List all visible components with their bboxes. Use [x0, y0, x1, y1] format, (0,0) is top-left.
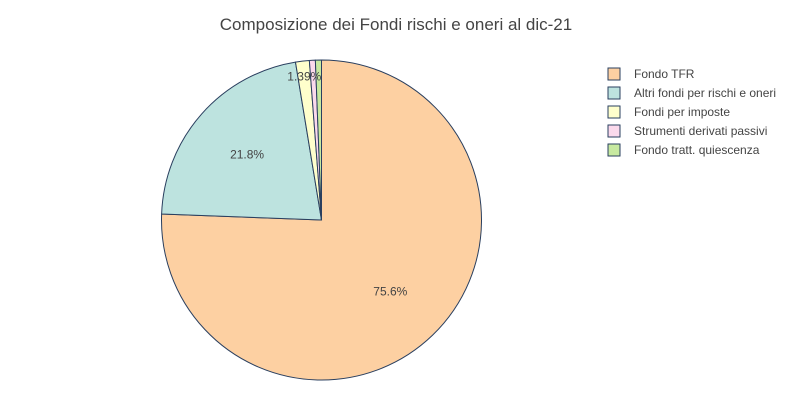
legend-label: Fondo tratt. quiescenza: [634, 143, 760, 157]
legend-label: Fondo TFR: [634, 67, 695, 81]
pie-slice-fondo-tratt-quiescenza[interactable]: [314, 59, 322, 221]
legend-label: Altri fondi per rischi e oneri: [634, 86, 776, 100]
legend-item-fondo-tfr[interactable]: Fondo TFR: [607, 67, 695, 81]
legend-item-fondi-per-imposte[interactable]: Fondi per imposte: [607, 105, 730, 119]
legend-swatch: [607, 86, 621, 100]
legend-item-altri-fondi-per-rischi-e-oneri[interactable]: Altri fondi per rischi e oneri: [607, 86, 776, 100]
legend-label: Strumenti derivati passivi: [634, 124, 767, 138]
pie-slices: [161, 59, 482, 381]
legend: Fondo TFR Altri fondi per rischi e oneri F…: [607, 67, 776, 157]
slice-label-fondi-per-imposte: 1.39%: [287, 70, 321, 84]
legend-item-strumenti-derivati-passivi[interactable]: Strumenti derivati passivi: [607, 124, 767, 138]
legend-swatch: [607, 67, 621, 81]
pie-slice-labels: 75.6% 21.8% 1.39%: [230, 70, 408, 299]
legend-item-fondo-tratt-quiescenza[interactable]: Fondo tratt. quiescenza: [607, 143, 760, 157]
slice-label-fondo-tfr: 75.6%: [373, 285, 407, 299]
legend-swatch: [607, 105, 621, 119]
chart-title: Composizione dei Fondi rischi e oneri al…: [220, 15, 572, 34]
legend-swatch: [607, 124, 621, 138]
pie-slice-altri-fondi-per-rischi-e-oneri[interactable]: [161, 61, 323, 221]
legend-swatch: [607, 143, 621, 157]
slice-label-altri-fondi-per-rischi-e-oneri: 21.8%: [230, 148, 264, 162]
legend-label: Fondi per imposte: [634, 105, 730, 119]
